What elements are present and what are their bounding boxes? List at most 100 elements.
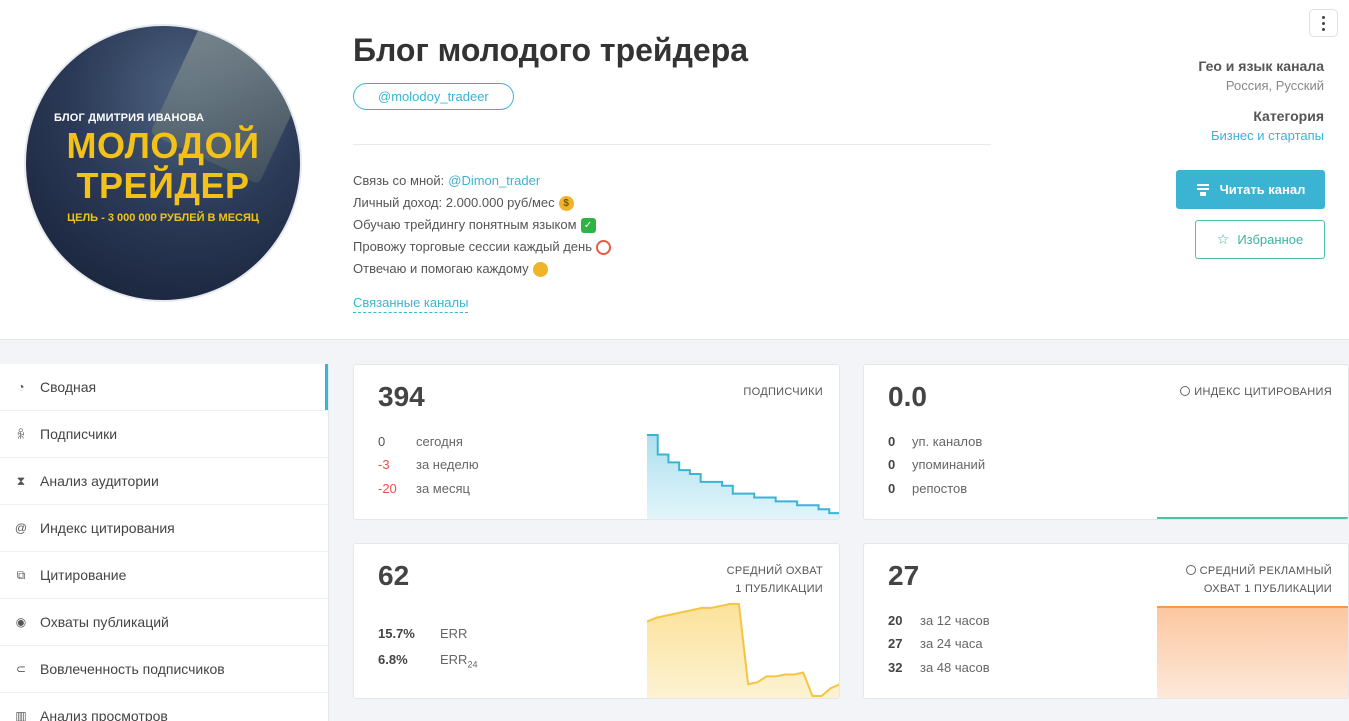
read-channel-label: Читать канал [1219,182,1306,197]
description-line: Отвечаю и помогаю каждому [353,261,529,276]
stat-row: -3 за неделю [378,457,479,472]
channel-icon [1196,183,1209,196]
money-bag-icon: $ [558,195,574,211]
sidebar-item-citations[interactable]: ⧉ Цитирование [0,552,328,599]
subscribers-title: ПОДПИСЧИКИ [743,386,823,398]
dot-icon [1322,21,1325,25]
sparkline-line [647,603,839,697]
citation-sparkline [1157,517,1348,519]
stat-value: 32 [888,660,903,675]
quote-icon: ⧉ [16,567,26,582]
sidebar-item-reach[interactable]: ◉ Охваты публикаций [0,599,328,646]
geo-value: Россия, Русский [1225,78,1324,93]
citation-index-title: ИНДЕКС ЦИТИРОВАНИЯ [1180,383,1332,401]
sidebar-item-label: Подписчики [40,426,118,442]
sparkline-area [647,435,839,519]
read-channel-button[interactable]: Читать канал [1176,170,1325,209]
stat-label: за месяц [416,481,470,496]
check-mark-icon: ✓ [580,217,596,233]
avatar-goal: ЦЕЛЬ - 3 000 000 РУБЛЕЙ В МЕСЯЦ [67,212,259,224]
category-label: Категория [1253,108,1324,124]
stat-row: 32 за 48 часов [888,660,990,675]
stat-label: за 12 часов [920,613,990,628]
info-icon [1180,386,1191,396]
sidebar-item-views[interactable]: ▥ Анализ просмотров [0,693,328,721]
stat-value: 0 [888,434,896,449]
at-icon: @ [14,521,28,535]
sidebar-item-label: Сводная [40,379,97,395]
stat-value: 20 [888,613,903,628]
stat-label: репостов [912,481,968,496]
eye-icon: ◉ [15,615,27,629]
ad-reach-sparkline [1157,606,1348,698]
err-label: ERR [440,626,468,641]
sparkline-line [647,434,839,517]
engagement-icon: ⊂ [15,662,27,676]
stat-label: за 24 часа [920,636,983,651]
stat-label: упоминаний [912,457,986,472]
channel-description: Связь со мной: @Dimon_trader Личный дохо… [353,170,611,280]
sidebar-item-label: Вовлеченность подписчиков [40,661,225,677]
channel-avatar: БЛОГ ДМИТРИЯ ИВАНОВА МОЛОДОЙ ТРЕЙДЕР ЦЕЛ… [24,24,302,302]
sidebar-item-label: Охваты публикаций [40,614,169,630]
avatar-title-line-2: ТРЕЙДЕР [76,165,250,206]
subscribers-count: 394 [378,381,425,412]
channel-title: Блог молодого трейдера [353,32,749,68]
sidebar-item-summary[interactable]: ◔ Сводная [0,364,328,411]
dashboard-icon: ◔ [17,380,25,394]
stat-row: 0 сегодня [378,434,463,449]
sidebar-item-engagement[interactable]: ⊂ Вовлеченность подписчиков [0,646,328,693]
err24-row: 6.8% ERR24 [378,652,477,670]
stat-label: за неделю [416,457,479,472]
description-line: Обучаю трейдингу понятным языком [353,217,577,232]
sidebar-item-subscribers[interactable]: ꆜ Подписчики [0,411,328,458]
star-icon: ☆ [1216,231,1230,247]
sidebar-item-audience[interactable]: ⧗ Анализ аудитории [0,458,328,505]
ad-reach-card[interactable]: 27 СРЕДНИЙ РЕКЛАМНЫЙ ОХВАТ 1 ПУБЛИКАЦИИ … [863,543,1349,699]
channel-handle-link[interactable]: @molodoy_tradeer [353,83,514,110]
stat-row: 0 упоминаний [888,457,985,472]
description-line: Провожу торговые сессии каждый день [353,239,592,254]
err-row: 15.7% ERR [378,626,467,641]
err-value: 15.7% [378,626,415,641]
divider [353,144,991,145]
stat-value: 0 [888,481,896,496]
stat-value: 0 [888,457,896,472]
favorite-button[interactable]: ☆ Избранное [1195,220,1325,259]
average-reach-card[interactable]: 62 СРЕДНИЙ ОХВАТ 1 ПУБЛИКАЦИИ 15.7% ERR … [353,543,840,699]
sidebar: ◔ Сводная ꆜ Подписчики ⧗ Анализ аудитори… [0,364,329,721]
related-channels-link[interactable]: Связанные каналы [353,295,469,313]
users-icon: ꆜ [16,428,26,442]
stat-row: 0 репостов [888,481,967,496]
sidebar-item-label: Анализ просмотров [40,708,168,721]
stat-label: за 48 часов [920,660,990,675]
stat-row: 0 уп. каналов [888,434,982,449]
reach-sparkline [647,603,839,698]
stat-label: уп. каналов [912,434,983,449]
hourglass-icon: ⧗ [16,473,26,488]
stat-row: 27 за 24 часа [888,636,983,651]
description-line: Личный доход: 2.000.000 руб/мес [353,195,555,210]
stat-value: -3 [378,457,390,472]
sidebar-item-label: Индекс цитирования [40,520,175,536]
stat-value: -20 [378,481,397,496]
dot-icon [1322,27,1325,31]
sidebar-item-citation-index[interactable]: @ Индекс цитирования [0,505,328,552]
favorite-label: Избранное [1237,232,1304,247]
bar-chart-icon: ▥ [15,709,27,721]
avatar-title-line-1: МОЛОДОЙ [66,125,260,166]
citation-index-card[interactable]: 0.0 ИНДЕКС ЦИТИРОВАНИЯ 0 уп. каналов 0 у… [863,364,1349,520]
contact-label: Связь со мной: [353,173,445,188]
avatar-title: МОЛОДОЙ ТРЕЙДЕР [26,126,300,206]
sidebar-item-label: Анализ аудитории [40,473,159,489]
err24-value: 6.8% [378,652,408,667]
dot-icon [1322,15,1325,19]
ad-reach-value: 27 [888,560,920,591]
contact-link[interactable]: @Dimon_trader [448,173,541,188]
subscribers-card[interactable]: 394 ПОДПИСЧИКИ 0 сегодня -3 за неделю -2… [353,364,840,520]
stat-row: 20 за 12 часов [888,613,990,628]
more-options-button[interactable] [1309,9,1338,37]
average-reach-value: 62 [378,560,410,591]
ad-reach-title: СРЕДНИЙ РЕКЛАМНЫЙ ОХВАТ 1 ПУБЛИКАЦИИ [1185,562,1332,598]
category-link[interactable]: Бизнес и стартапы [1210,128,1324,143]
